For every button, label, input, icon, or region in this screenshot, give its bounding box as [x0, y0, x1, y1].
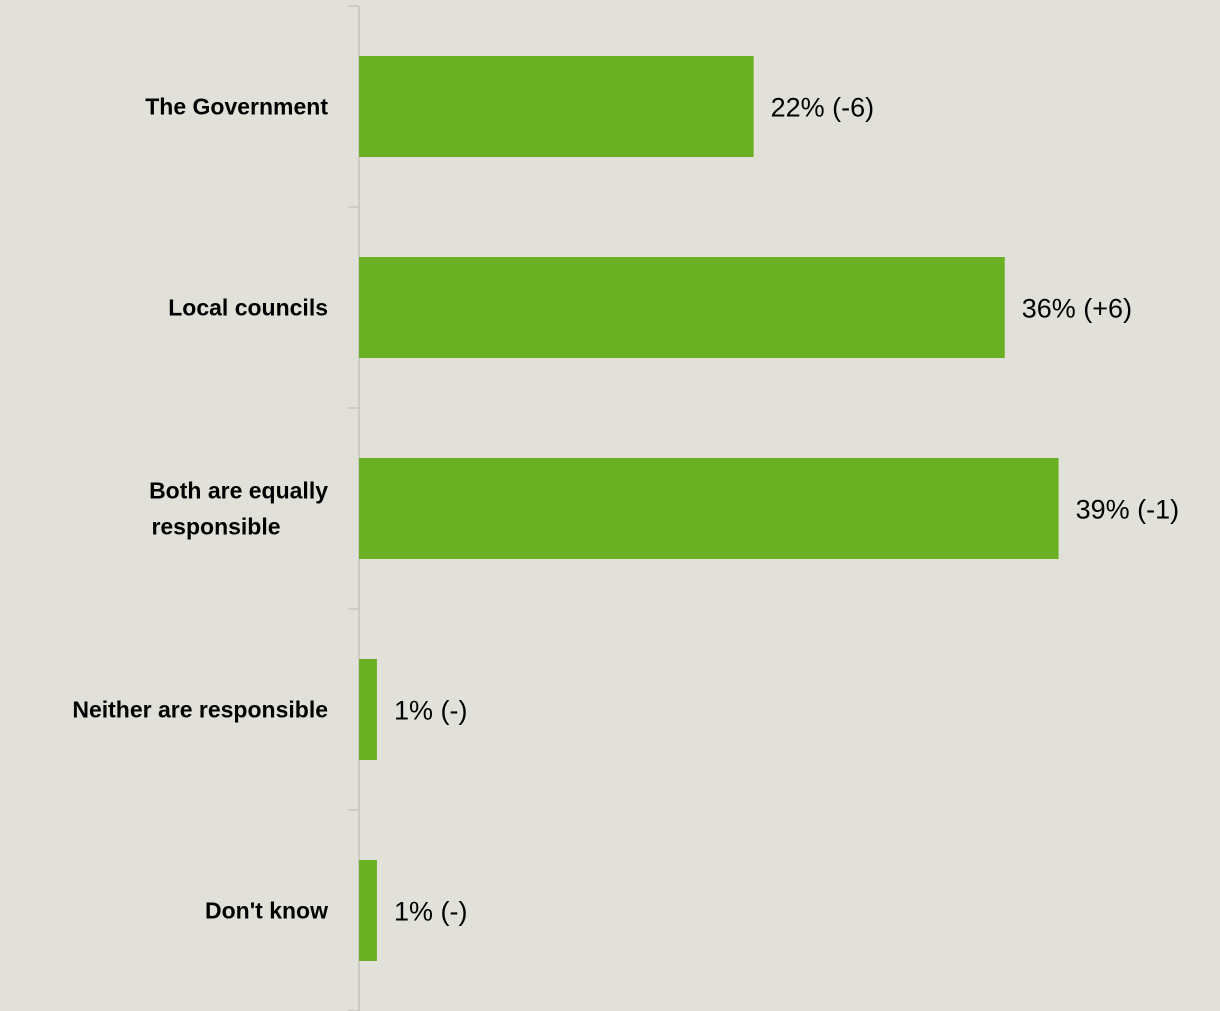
- category-label: Both are equally responsible: [149, 478, 328, 540]
- bar: [359, 56, 754, 157]
- data-label: 36% (+6): [1022, 294, 1132, 324]
- data-label: 1% (-): [394, 897, 468, 927]
- category-label: Local councils: [168, 295, 328, 321]
- category-labels: The Government Local councils Both are equ…: [72, 94, 328, 924]
- bar: [359, 458, 1059, 559]
- data-label: 39% (-1): [1076, 495, 1180, 525]
- bars: [359, 56, 1059, 961]
- data-labels: 22% (-6) 36% (+6) 39% (-1) 1% (-) 1% (-): [394, 93, 1179, 927]
- bar: [359, 860, 377, 961]
- axis-ticks: [348, 5, 359, 1011]
- category-label: Neither are responsible: [72, 697, 328, 723]
- data-label: 22% (-6): [771, 93, 875, 123]
- bar: [359, 257, 1005, 358]
- data-label: 1% (-): [394, 696, 468, 726]
- category-label: The Government: [145, 94, 328, 120]
- bar: [359, 659, 377, 760]
- category-label: Don't know: [205, 898, 328, 924]
